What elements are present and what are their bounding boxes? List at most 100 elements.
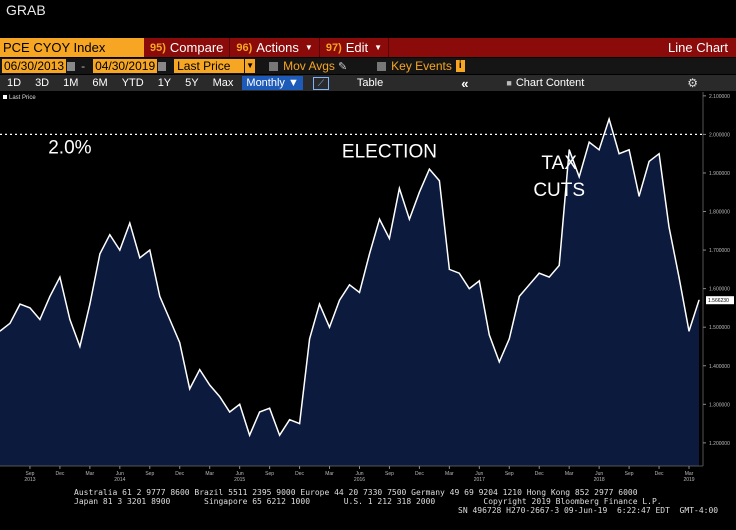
x-tick-label: Dec — [295, 471, 304, 477]
data-point — [358, 291, 361, 294]
start-date-input[interactable]: 06/30/2013 — [2, 59, 67, 73]
square-icon: ■ — [506, 78, 512, 88]
pencil-icon[interactable]: ✎ — [337, 60, 348, 73]
data-point — [119, 249, 121, 251]
key-events-checkbox[interactable] — [377, 61, 387, 71]
data-point — [59, 276, 61, 278]
last-value-label: 1.566230 — [708, 298, 729, 304]
ticker-field[interactable]: PCE CYOY Index — [0, 38, 144, 57]
data-point — [49, 295, 51, 297]
data-point — [199, 369, 201, 371]
data-point — [428, 168, 430, 170]
data-point — [269, 407, 271, 409]
caret-down-icon: ▼ — [304, 43, 313, 52]
range-6m[interactable]: 6M — [92, 77, 108, 89]
data-point — [338, 299, 341, 301]
chart-legend: Last Price — [3, 95, 36, 101]
calendar-icon[interactable] — [67, 61, 76, 71]
data-point — [239, 403, 241, 405]
data-point — [79, 345, 81, 348]
data-point — [69, 318, 71, 321]
range-5y[interactable]: 5Y — [185, 77, 199, 89]
data-point — [508, 338, 510, 340]
y-tick-label: 1.500000 — [709, 325, 730, 331]
data-point — [219, 395, 221, 398]
dropdown-arrow-icon[interactable]: ▼ — [245, 59, 256, 73]
range-1y[interactable]: 1Y — [157, 77, 172, 89]
price-chart[interactable]: 2.100000 2.000000 1.900000 1.800000 1.700000… — [0, 92, 736, 488]
data-point — [648, 160, 650, 163]
data-point — [139, 257, 141, 259]
window-title: GRAB — [6, 2, 46, 18]
x-tick-label: Dec — [535, 471, 544, 477]
mov-avgs-checkbox[interactable] — [269, 61, 279, 71]
range-ytd[interactable]: YTD — [121, 77, 144, 89]
actions-number: 96) — [236, 41, 253, 54]
data-point — [189, 388, 191, 390]
compare-number: 95) — [150, 41, 166, 54]
data-point — [169, 318, 171, 321]
chart-annotation: TAX — [541, 153, 577, 174]
range-max[interactable]: Max — [212, 77, 234, 89]
data-point — [19, 303, 21, 305]
data-point — [298, 422, 301, 425]
data-point — [328, 326, 331, 328]
period-select[interactable]: Monthly ▼ — [242, 76, 303, 90]
line-chart-icon[interactable]: ⟋ — [312, 76, 329, 90]
period-label: Monthly — [246, 77, 285, 89]
x-tick-label: Mar — [685, 471, 694, 477]
x-tick-label: Mar — [325, 471, 334, 477]
range-3d[interactable]: 3D — [35, 77, 50, 89]
data-point — [348, 284, 351, 286]
x-tick-label: Mar — [86, 471, 95, 477]
y-tick-label: 1.600000 — [709, 287, 730, 293]
data-point — [109, 234, 111, 236]
collapse-chevrons-icon[interactable]: « — [461, 75, 469, 91]
y-tick-label: 1.900000 — [709, 171, 730, 177]
data-point — [39, 318, 41, 321]
footer-contacts-2: Japan 81 3 3201 8900 Singapore 65 6212 1… — [74, 497, 662, 506]
data-point — [408, 218, 411, 220]
chart-content-label: Chart Content — [515, 77, 585, 89]
field-select[interactable]: Last Price — [174, 59, 245, 73]
edit-menu[interactable]: 97) Edit ▼ — [320, 38, 390, 57]
data-point — [398, 187, 401, 189]
range-1d[interactable]: 1D — [7, 77, 22, 89]
x-year-label: 2019 — [683, 477, 694, 483]
data-point — [528, 284, 530, 286]
data-point — [418, 191, 420, 193]
compare-button[interactable]: 95) Compare — [144, 38, 231, 57]
info-icon[interactable]: i — [455, 60, 465, 72]
data-point — [318, 303, 321, 305]
x-tick-label: Mar — [205, 471, 214, 477]
calendar-icon[interactable] — [158, 61, 167, 71]
range-1m[interactable]: 1M — [63, 77, 79, 89]
end-date-input[interactable]: 04/30/2019 — [93, 59, 158, 73]
data-point — [368, 253, 371, 255]
data-point — [458, 272, 460, 274]
chart-content-button[interactable]: ■ Chart Content — [506, 77, 584, 89]
legend-label: Last Price — [9, 95, 36, 101]
table-button[interactable]: Table — [356, 77, 384, 89]
data-point — [578, 176, 580, 178]
data-point — [9, 322, 11, 324]
data-point — [468, 288, 470, 290]
x-year-label: 2016 — [354, 477, 365, 483]
data-point — [538, 272, 540, 274]
data-point — [668, 226, 670, 228]
x-year-label: 2015 — [234, 477, 245, 483]
data-point — [378, 218, 381, 220]
edit-number: 97) — [325, 41, 342, 54]
function-toolbar: PCE CYOY Index 95) Compare 96) Actions ▼… — [0, 38, 736, 57]
data-point — [149, 249, 151, 251]
actions-menu[interactable]: 96) Actions ▼ — [230, 38, 320, 57]
data-point — [438, 180, 440, 182]
data-point — [588, 141, 590, 143]
x-tick-label: Mar — [445, 471, 454, 477]
gear-icon[interactable]: ⚙ — [687, 76, 698, 90]
data-point — [179, 342, 181, 344]
mov-avgs-label[interactable]: Mov Avgs — [283, 59, 335, 73]
date-separator: - — [81, 59, 86, 73]
key-events-label[interactable]: Key Events — [391, 59, 452, 73]
x-year-label: 2017 — [474, 477, 485, 483]
